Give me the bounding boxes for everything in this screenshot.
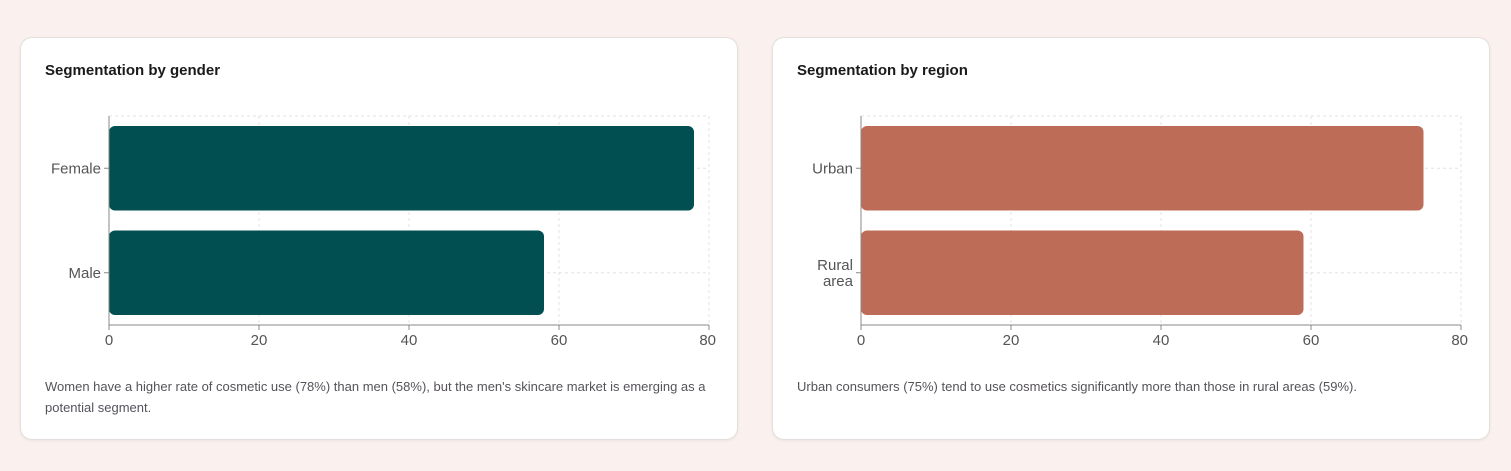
gender-segmentation-card: Segmentation by gender Female Male 0 20 40 60…	[20, 37, 738, 440]
y-tick-label-female: Female	[51, 160, 101, 177]
region-bar-chart: Urban Rural area 0 20 40 60 80	[812, 115, 1468, 349]
y-tick-label-male: Male	[68, 265, 101, 282]
x-tick-label: 40	[1153, 332, 1170, 349]
bar-female	[109, 126, 694, 211]
x-tick-label: 20	[251, 332, 268, 349]
bar-male	[109, 230, 544, 315]
bar-rural-area	[861, 230, 1304, 315]
gender-bar-chart: Female Male 0 20 40 60 80	[51, 115, 716, 349]
chart-caption: Women have a higher rate of cosmetic use…	[45, 379, 706, 415]
y-tick-label-urban: Urban	[812, 160, 853, 177]
x-tick-label: 20	[1003, 332, 1020, 349]
chart-caption: Urban consumers (75%) tend to use cosmet…	[797, 379, 1357, 394]
card-title: Segmentation by region	[797, 62, 968, 79]
card-title: Segmentation by gender	[45, 62, 221, 79]
x-tick-label: 40	[401, 332, 418, 349]
x-tick-label: 80	[1451, 332, 1468, 349]
x-tick-label: 60	[551, 332, 568, 349]
x-tick-label: 60	[1303, 332, 1320, 349]
region-segmentation-card: Segmentation by region Urban Rural area 0 20…	[772, 37, 1490, 440]
x-tick-label: 0	[105, 332, 113, 349]
bar-urban	[861, 126, 1424, 211]
x-tick-label: 0	[857, 332, 865, 349]
x-tick-label: 80	[699, 332, 716, 349]
y-tick-label-rural-area: Rural area	[817, 257, 854, 290]
